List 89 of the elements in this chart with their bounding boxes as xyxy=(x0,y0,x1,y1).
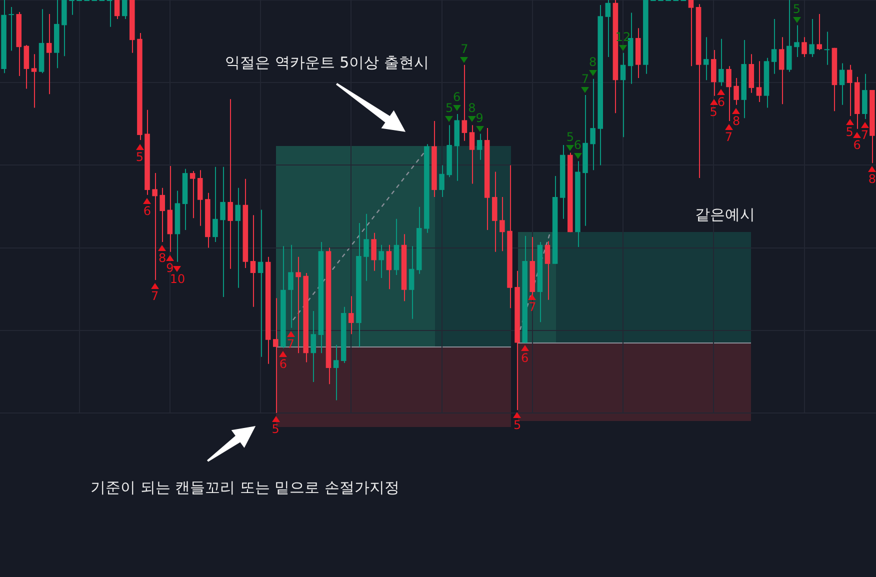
candlestick xyxy=(824,31,830,66)
annotation: 9 xyxy=(166,261,174,275)
candlestick xyxy=(500,196,505,252)
candlestick xyxy=(212,166,218,243)
candlestick xyxy=(371,232,376,272)
candlestick xyxy=(310,310,316,383)
candlestick xyxy=(106,0,112,28)
annotation: 5 xyxy=(566,130,574,144)
candlestick xyxy=(544,240,550,300)
candlestick xyxy=(69,0,74,16)
candlestick xyxy=(190,170,196,219)
annotation: 5 xyxy=(792,2,801,16)
annotation: 8 xyxy=(158,251,166,265)
annotation: 7 xyxy=(460,42,468,56)
annotation: 6 xyxy=(521,351,529,365)
candlestick xyxy=(114,0,120,20)
candlestick xyxy=(272,298,278,414)
annotation: 5 xyxy=(710,105,718,119)
annotation: 6 xyxy=(143,204,152,218)
candlestick xyxy=(8,6,14,52)
text: 5 xyxy=(513,418,522,432)
candlestick xyxy=(235,187,241,288)
candlestick xyxy=(794,24,800,58)
annotation: 5 xyxy=(846,125,854,139)
candlestick xyxy=(802,36,807,58)
candlestick xyxy=(439,164,444,198)
candlestick xyxy=(688,0,694,67)
annotation: 7 xyxy=(724,130,733,144)
annotation: 8 xyxy=(588,55,597,69)
candlestick xyxy=(620,52,626,138)
text: 기준이 되는 캔들꼬리 또는 밑으로 손절가지정 xyxy=(90,478,400,498)
annotation: 8 xyxy=(868,172,876,186)
candlestick xyxy=(31,54,37,108)
candlestick xyxy=(839,62,845,106)
candlestick xyxy=(846,64,852,117)
candlestick xyxy=(748,54,754,94)
candlestick xyxy=(220,166,226,298)
annotation: 10 xyxy=(170,272,186,286)
candlestick xyxy=(364,213,369,282)
candlestick xyxy=(786,0,792,72)
annotation: 7 xyxy=(150,289,159,303)
candlestick xyxy=(333,344,339,401)
candlestick xyxy=(378,244,384,278)
candlestick xyxy=(710,49,716,96)
candlestick xyxy=(726,66,732,122)
candlestick xyxy=(816,14,822,50)
candlestick xyxy=(197,170,203,226)
candlestick xyxy=(771,18,777,74)
annotation: 6 xyxy=(279,357,288,371)
candlestick xyxy=(462,64,468,142)
candlestick xyxy=(703,36,709,81)
candlestick xyxy=(160,187,166,243)
text: 5 xyxy=(272,422,280,436)
annotation: 7 xyxy=(528,300,536,314)
annotation: 7 xyxy=(860,128,868,142)
candlestick xyxy=(296,256,301,354)
candlestick xyxy=(408,246,414,320)
candlestick xyxy=(590,78,596,171)
annotation: 6 xyxy=(574,138,582,152)
candlestick xyxy=(348,296,354,335)
candlestick xyxy=(228,98,233,270)
candlestick xyxy=(809,18,814,58)
candlestick xyxy=(46,14,52,95)
candlestick xyxy=(492,171,498,252)
candlestick xyxy=(476,133,482,160)
annotation: 8 xyxy=(732,114,740,128)
candlestick xyxy=(605,0,611,58)
annotation: 같은예시 xyxy=(695,206,755,224)
annotation: 8 xyxy=(468,101,476,115)
candlestick xyxy=(152,172,158,281)
annotation: 5 xyxy=(445,101,454,115)
annotation: 7 xyxy=(581,72,590,86)
candlestick xyxy=(734,78,739,106)
candlestick xyxy=(386,244,392,290)
candlestick xyxy=(778,36,784,105)
annotation: 익절은 역카운트 5이상 출현시 xyxy=(225,54,429,72)
candlestick xyxy=(469,124,475,184)
annotation: 6 xyxy=(853,138,861,152)
candlestick xyxy=(122,0,128,20)
candlestick xyxy=(288,244,294,328)
candlestick xyxy=(250,214,256,308)
candlestick xyxy=(24,44,30,90)
candlestick xyxy=(718,38,724,86)
annotation: 6 xyxy=(453,90,461,104)
annotation: 6 xyxy=(717,95,726,109)
annotation: 9 xyxy=(476,111,484,125)
candlestick xyxy=(862,73,868,120)
annotation: 5 xyxy=(136,150,144,164)
candlestick xyxy=(756,60,762,103)
